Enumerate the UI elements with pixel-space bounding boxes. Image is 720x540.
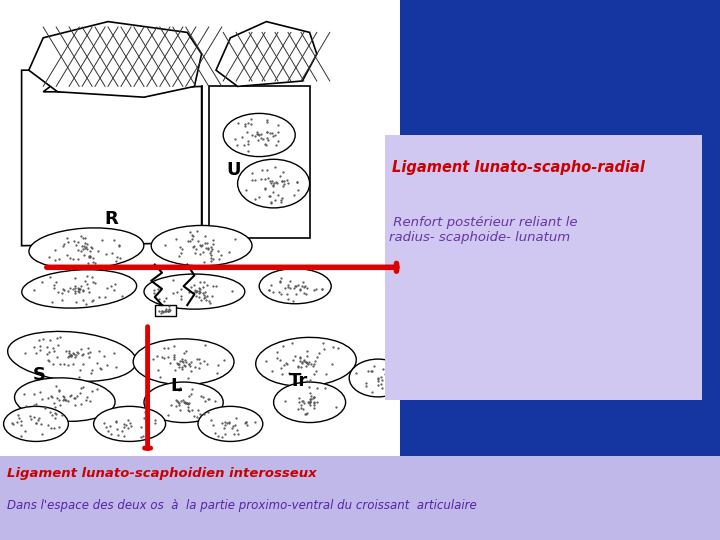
Text: U: U xyxy=(227,161,241,179)
Ellipse shape xyxy=(22,269,137,308)
Ellipse shape xyxy=(133,339,234,384)
Text: S: S xyxy=(33,366,46,384)
Bar xyxy=(0,0,400,456)
FancyBboxPatch shape xyxy=(0,456,720,540)
Ellipse shape xyxy=(223,113,295,157)
Ellipse shape xyxy=(151,226,252,266)
Text: Ligament lunato-scaphoidien interosseux: Ligament lunato-scaphoidien interosseux xyxy=(7,467,317,480)
FancyBboxPatch shape xyxy=(385,135,702,400)
Polygon shape xyxy=(209,86,310,238)
Ellipse shape xyxy=(14,378,115,421)
Ellipse shape xyxy=(259,269,331,303)
Ellipse shape xyxy=(238,159,310,208)
Ellipse shape xyxy=(349,359,407,397)
Ellipse shape xyxy=(274,382,346,422)
Ellipse shape xyxy=(4,406,68,442)
Ellipse shape xyxy=(198,406,263,442)
Ellipse shape xyxy=(144,382,223,422)
Text: Ligament lunato-scapho-radial: Ligament lunato-scapho-radial xyxy=(392,160,645,175)
Ellipse shape xyxy=(8,332,136,381)
Ellipse shape xyxy=(144,274,245,309)
Polygon shape xyxy=(29,22,202,97)
Text: R: R xyxy=(104,210,119,228)
Text: Tr: Tr xyxy=(289,372,308,390)
Ellipse shape xyxy=(94,406,166,442)
Polygon shape xyxy=(22,70,202,246)
Text: L: L xyxy=(171,377,182,395)
Polygon shape xyxy=(216,22,317,86)
Text: Renfort postérieur reliant le
radius- scaphoide- lunatum: Renfort postérieur reliant le radius- sc… xyxy=(389,216,577,244)
Text: Dans l'espace des deux os  à  la partie proximo-ventral du croissant  articulair: Dans l'espace des deux os à la partie pr… xyxy=(7,500,477,512)
Ellipse shape xyxy=(256,338,356,386)
Polygon shape xyxy=(155,305,176,316)
Ellipse shape xyxy=(29,228,144,269)
